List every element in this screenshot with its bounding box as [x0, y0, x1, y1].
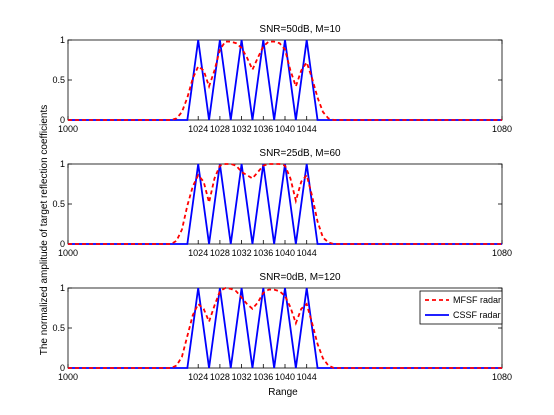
x-tick-label: 1028 — [210, 372, 230, 382]
x-tick-label: 1080 — [492, 248, 512, 258]
axes-frame — [67, 39, 503, 121]
x-tick-label: 1000 — [58, 372, 78, 382]
x-tick-label: 1040 — [275, 372, 295, 382]
x-tick-label: 1032 — [232, 124, 252, 134]
x-tick-label: 1080 — [492, 124, 512, 134]
x-tick-label: 1036 — [253, 248, 273, 258]
x-tick-label: 1040 — [275, 248, 295, 258]
x-tick-label: 1028 — [210, 248, 230, 258]
x-tick-label: 1024 — [188, 248, 208, 258]
subplot-title: SNR=0dB, M=120 — [259, 272, 341, 283]
y-tick-label: 0.5 — [52, 323, 65, 333]
x-tick-label: 1080 — [492, 372, 512, 382]
x-tick-label: 1036 — [253, 372, 273, 382]
y-tick-label: 0 — [60, 115, 65, 125]
y-tick-label: 0.5 — [52, 199, 65, 209]
y-tick-label: 1 — [60, 35, 65, 45]
series-line-mfsf — [68, 163, 502, 245]
x-tick-label: 1044 — [297, 124, 317, 134]
x-tick-label: 1028 — [210, 124, 230, 134]
y-tick-label: 0.5 — [52, 75, 65, 85]
x-tick-label: 1024 — [188, 372, 208, 382]
series-line-cssf — [68, 287, 502, 369]
x-tick-label: 1044 — [297, 248, 317, 258]
series-line-mfsf — [68, 287, 502, 369]
y-tick-label: 1 — [60, 283, 65, 293]
x-tick-label: 1040 — [275, 124, 295, 134]
axes-frame — [67, 163, 503, 245]
x-tick-label: 1032 — [232, 372, 252, 382]
x-tick-label: 1000 — [58, 124, 78, 134]
x-tick-label: 1044 — [297, 372, 317, 382]
x-tick-label: 1024 — [188, 124, 208, 134]
x-tick-label: 1032 — [232, 248, 252, 258]
legend-box — [419, 290, 503, 325]
y-tick-label: 0 — [60, 239, 65, 249]
legend-label-mfsf: MFSF radar — [453, 295, 501, 305]
x-tick-label: 1036 — [253, 124, 273, 134]
y-tick-label: 0 — [60, 363, 65, 373]
subplot-title: SNR=25dB, M=60 — [259, 148, 341, 159]
series-line-cssf — [68, 163, 502, 245]
x-tick-label: 1000 — [58, 248, 78, 258]
series-line-cssf — [68, 39, 502, 121]
figure-xlabel: Range — [268, 387, 298, 398]
subplot-title: SNR=50dB, M=10 — [259, 24, 341, 35]
legend: MFSF radar CSSF radar — [419, 290, 503, 325]
series-line-mfsf — [68, 40, 502, 121]
legend-label-cssf: CSSF radar — [453, 310, 501, 320]
figure-ylabel: The normalized amplitude of target refle… — [39, 105, 50, 356]
y-tick-label: 1 — [60, 159, 65, 169]
